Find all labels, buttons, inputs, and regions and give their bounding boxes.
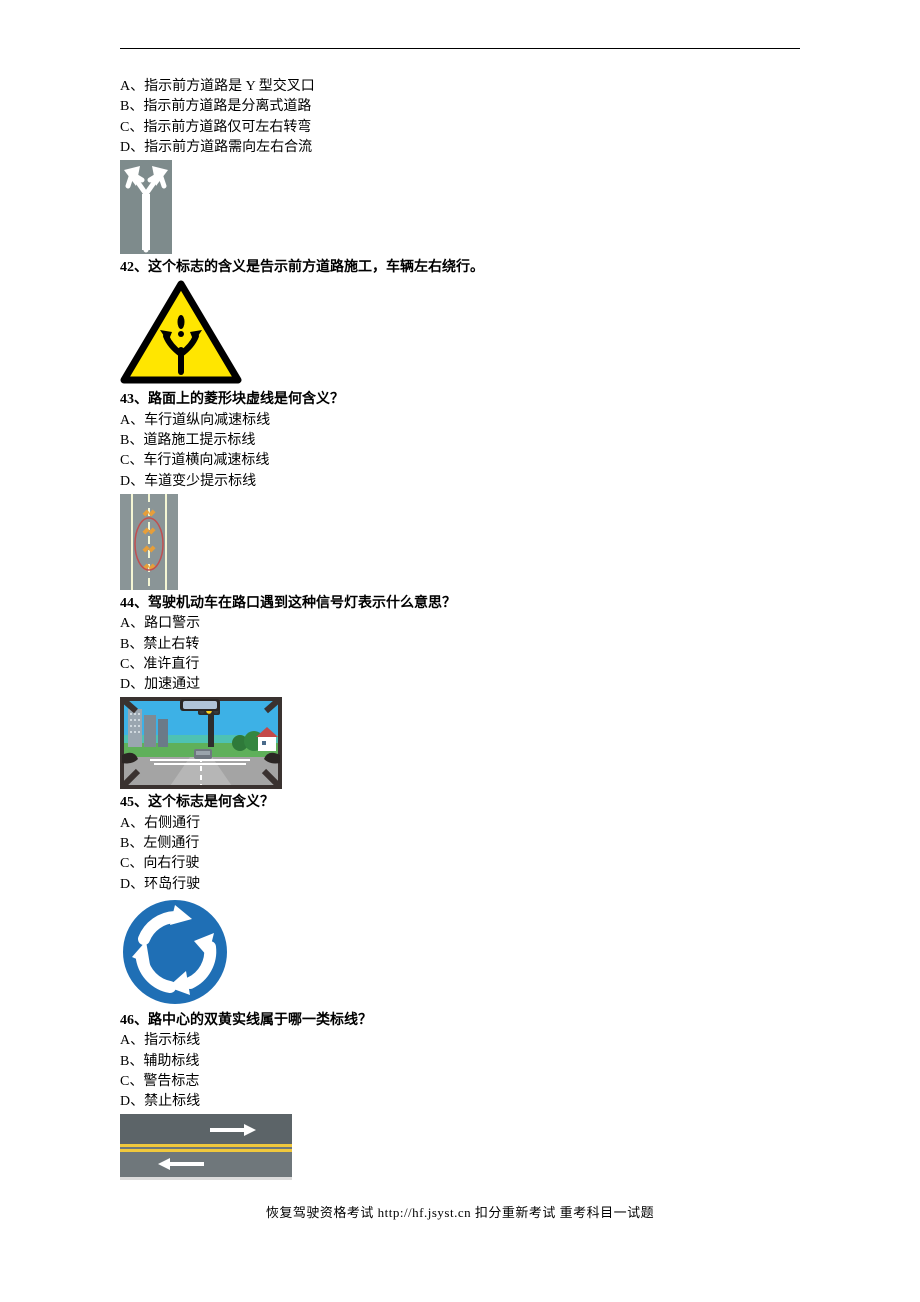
top-horizontal-rule <box>120 48 800 49</box>
q41-option-b: B、指示前方道路是分离式道路 <box>120 97 800 117</box>
document-page: A、指示前方道路是 Y 型交叉口 B、指示前方道路是分离式道路 C、指示前方道路… <box>0 0 920 1261</box>
q46-option-d: D、禁止标线 <box>120 1092 800 1112</box>
q43-sign-lane-diamonds <box>120 494 800 590</box>
q43-option-d: D、车道变少提示标线 <box>120 472 800 492</box>
q42-title: 42、这个标志的含义是告示前方道路施工，车辆左右绕行。 <box>120 258 800 278</box>
q41-sign-y-arrow <box>120 160 800 254</box>
q43-option-c: C、车行道横向减速标线 <box>120 451 800 471</box>
q44-sign-driving-scene <box>120 697 800 789</box>
q41-option-d: D、指示前方道路需向左右合流 <box>120 138 800 158</box>
q45-option-a: A、右侧通行 <box>120 814 800 834</box>
page-footer: 恢复驾驶资格考试 http://hf.jsyst.cn 扣分重新考试 重考科目一… <box>120 1202 800 1221</box>
q44-option-b: B、禁止右转 <box>120 635 800 655</box>
q44-option-c: C、准许直行 <box>120 655 800 675</box>
q41-option-c: C、指示前方道路仅可左右转弯 <box>120 118 800 138</box>
q43-option-a: A、车行道纵向减速标线 <box>120 411 800 431</box>
q45-sign-roundabout <box>120 897 800 1007</box>
q44-option-d: D、加速通过 <box>120 675 800 695</box>
q42-sign-warning-triangle <box>120 280 800 386</box>
q43-title: 43、路面上的菱形块虚线是何含义？ <box>120 390 800 410</box>
q46-option-a: A、指示标线 <box>120 1031 800 1051</box>
q44-title: 44、驾驶机动车在路口遇到这种信号灯表示什么意思？ <box>120 594 800 614</box>
q46-title: 46、路中心的双黄实线属于哪一类标线？ <box>120 1011 800 1031</box>
q46-option-c: C、警告标志 <box>120 1072 800 1092</box>
q45-option-b: B、左侧通行 <box>120 834 800 854</box>
q43-option-b: B、道路施工提示标线 <box>120 431 800 451</box>
q41-option-a: A、指示前方道路是 Y 型交叉口 <box>120 77 800 97</box>
q45-title: 45、这个标志是何含义？ <box>120 793 800 813</box>
q44-option-a: A、路口警示 <box>120 614 800 634</box>
q46-sign-double-yellow <box>120 1114 800 1180</box>
q46-option-b: B、辅助标线 <box>120 1052 800 1072</box>
q45-option-d: D、环岛行驶 <box>120 875 800 895</box>
q45-option-c: C、向右行驶 <box>120 854 800 874</box>
